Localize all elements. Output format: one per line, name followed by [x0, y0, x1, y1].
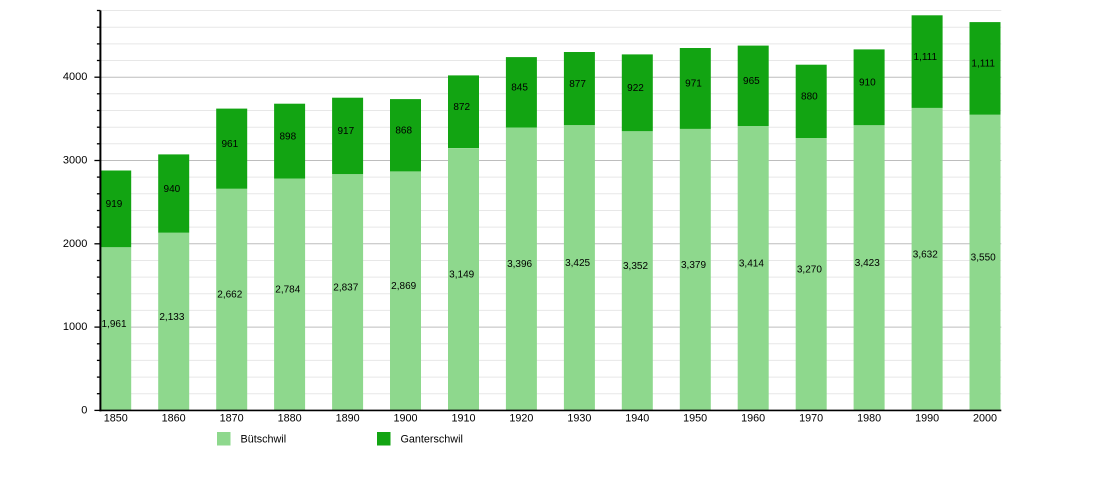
svg-text:872: 872: [453, 102, 470, 113]
svg-text:877: 877: [569, 79, 586, 90]
svg-text:868: 868: [395, 125, 412, 136]
svg-text:1870: 1870: [220, 413, 244, 425]
svg-text:1990: 1990: [915, 413, 939, 425]
svg-text:2000: 2000: [973, 413, 997, 425]
svg-text:3,425: 3,425: [565, 258, 590, 269]
svg-text:2,133: 2,133: [159, 312, 184, 323]
svg-text:3,149: 3,149: [449, 269, 474, 280]
svg-text:1890: 1890: [336, 413, 360, 425]
svg-text:4000: 4000: [63, 71, 87, 83]
svg-text:2,662: 2,662: [217, 290, 242, 301]
svg-text:1900: 1900: [393, 413, 417, 425]
svg-text:898: 898: [279, 131, 296, 142]
svg-text:1,961: 1,961: [101, 319, 126, 330]
svg-text:3,423: 3,423: [855, 258, 880, 269]
svg-text:1910: 1910: [451, 413, 475, 425]
svg-text:961: 961: [221, 139, 238, 150]
svg-text:1860: 1860: [162, 413, 186, 425]
svg-text:3,379: 3,379: [681, 260, 706, 271]
svg-text:3,352: 3,352: [623, 261, 648, 272]
svg-text:845: 845: [511, 83, 528, 94]
svg-text:910: 910: [859, 78, 876, 89]
svg-text:3,550: 3,550: [971, 253, 996, 264]
svg-text:1000: 1000: [63, 321, 87, 333]
svg-text:1970: 1970: [799, 413, 823, 425]
svg-text:2,784: 2,784: [275, 285, 300, 296]
svg-text:3000: 3000: [63, 155, 87, 167]
svg-text:1960: 1960: [741, 413, 765, 425]
svg-text:3,632: 3,632: [913, 249, 938, 260]
svg-text:1920: 1920: [509, 413, 533, 425]
svg-text:1,111: 1,111: [971, 59, 995, 70]
svg-text:917: 917: [337, 126, 354, 137]
svg-text:2000: 2000: [63, 238, 87, 250]
svg-text:922: 922: [627, 83, 644, 94]
svg-text:971: 971: [685, 79, 702, 90]
svg-text:1930: 1930: [567, 413, 591, 425]
svg-text:1,111: 1,111: [914, 52, 938, 63]
svg-text:919: 919: [106, 199, 123, 210]
svg-text:1950: 1950: [683, 413, 707, 425]
svg-text:3,270: 3,270: [797, 264, 822, 275]
svg-text:940: 940: [164, 184, 181, 195]
svg-text:0: 0: [81, 404, 87, 416]
svg-text:Bütschwil: Bütschwil: [241, 433, 287, 445]
svg-text:1940: 1940: [625, 413, 649, 425]
svg-text:3,414: 3,414: [739, 258, 764, 269]
svg-text:Ganterschwil: Ganterschwil: [401, 433, 463, 445]
svg-text:1850: 1850: [104, 413, 128, 425]
svg-text:880: 880: [801, 92, 818, 103]
svg-text:965: 965: [743, 76, 760, 87]
svg-text:3,396: 3,396: [507, 259, 532, 270]
svg-text:2,837: 2,837: [333, 282, 358, 293]
svg-text:1980: 1980: [857, 413, 881, 425]
svg-text:2,869: 2,869: [391, 281, 416, 292]
svg-text:1880: 1880: [278, 413, 302, 425]
